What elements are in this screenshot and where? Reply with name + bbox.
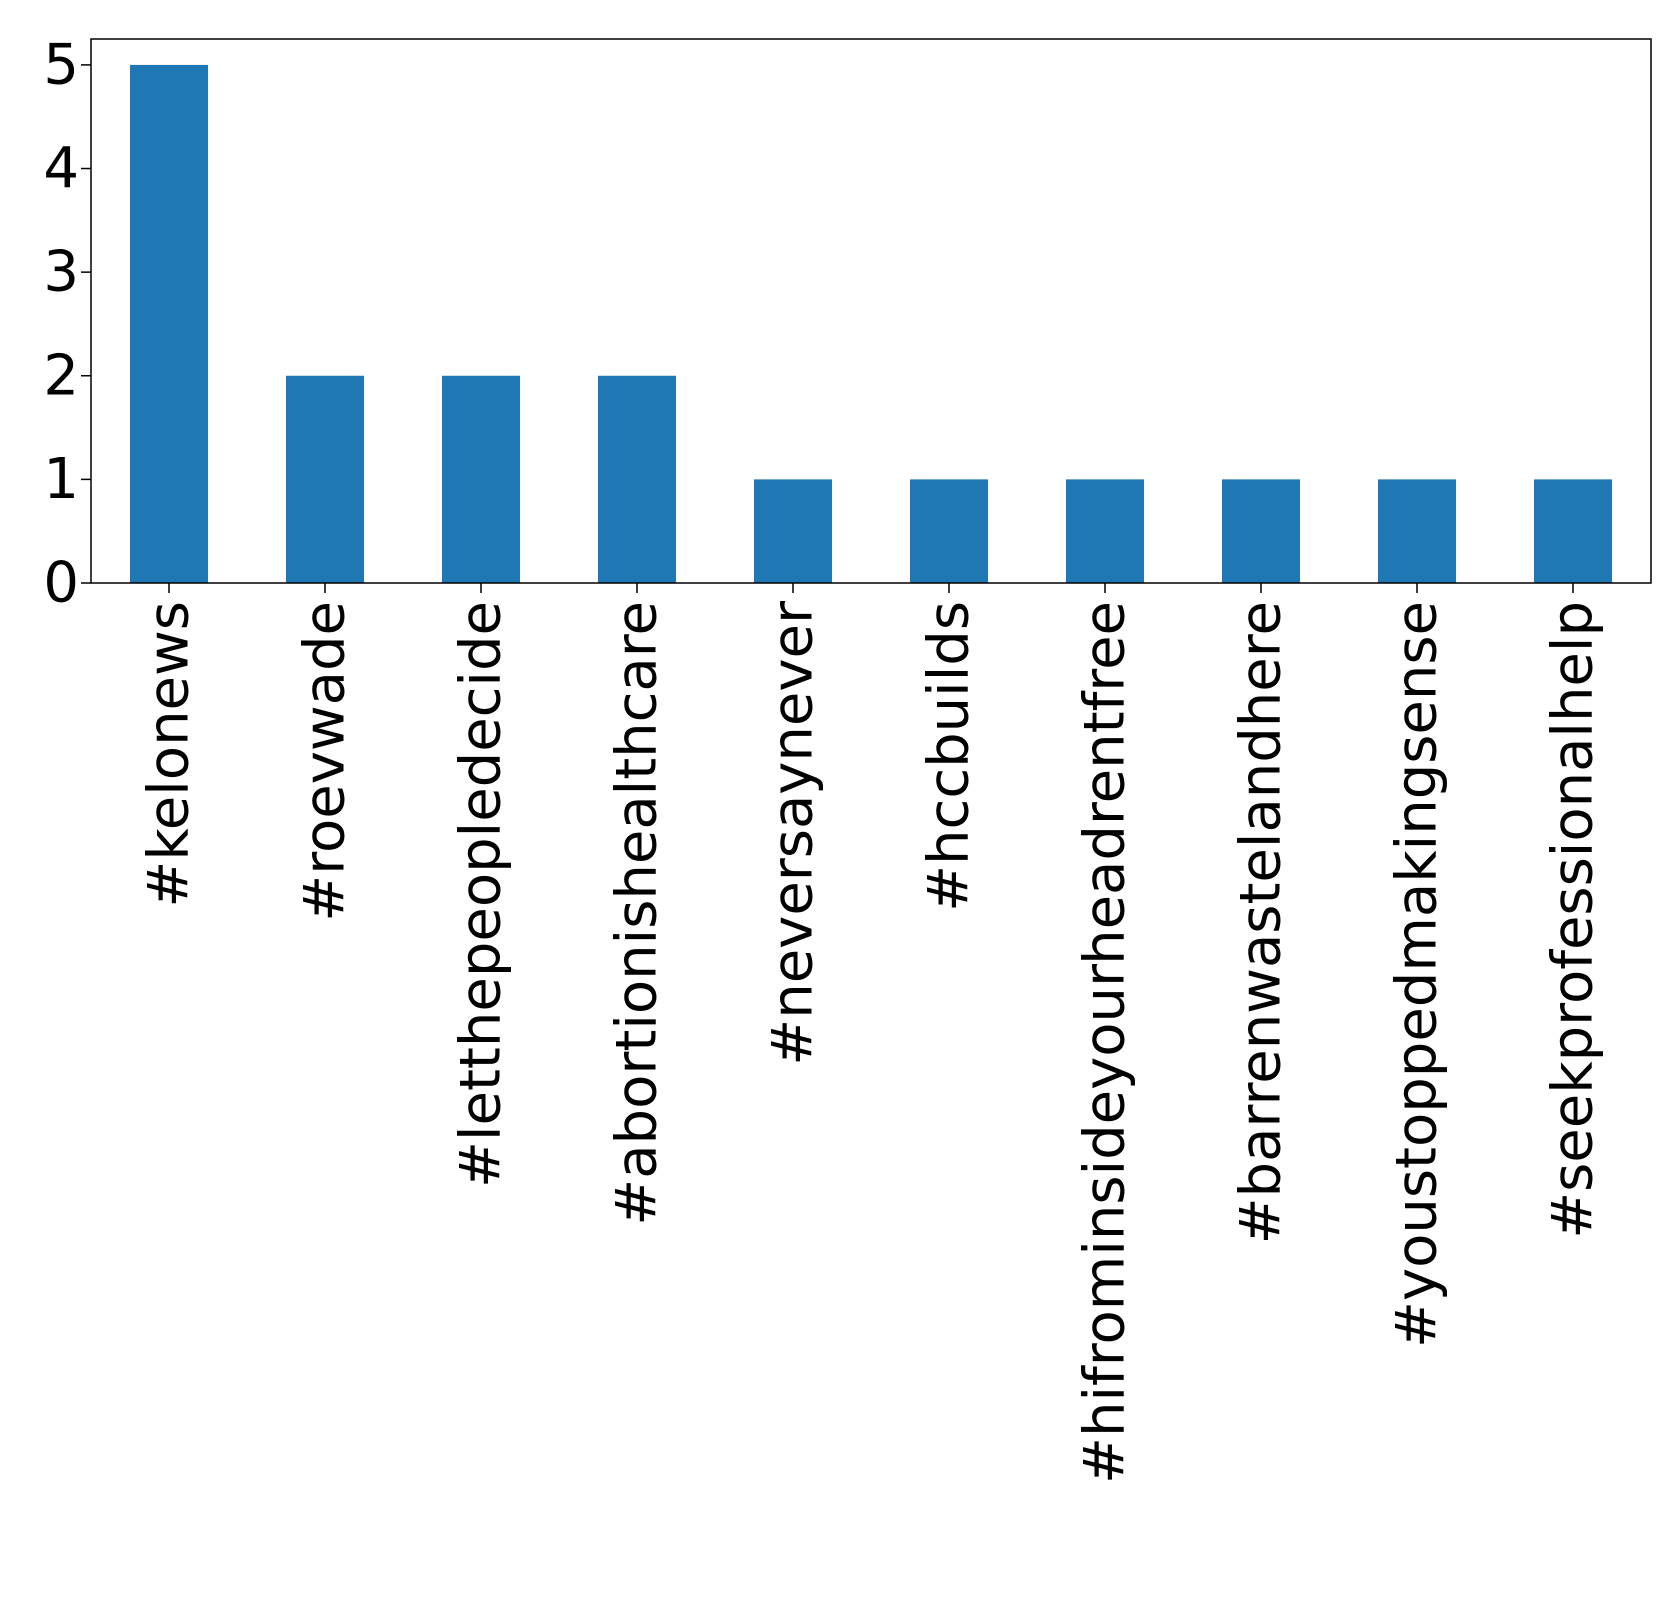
x-tick-label: #seekprofessionalhelp [1541,601,1606,1239]
y-tick-label: 3 [43,240,79,305]
x-tick-label: #barrenwastelandhere [1229,601,1294,1244]
bar-neversaynever [754,479,832,583]
bar-kelonews [130,64,208,583]
y-axis: 0 1 2 3 4 5 [43,32,91,616]
bar-abortionishealthcare [598,375,676,583]
y-tick-label: 0 [43,551,79,616]
x-tick-label: #letthepeopledecide [449,601,514,1188]
y-tick-label: 4 [43,136,79,201]
bar-seekprofessionalhelp [1534,479,1612,583]
y-tick-label: 2 [43,343,79,408]
x-axis: #kelonews #roevwade #letthepeopledecide #ab… [137,583,1606,1484]
bar-youstoppedmakingsense [1378,479,1456,583]
y-tick-label: 1 [43,447,79,512]
bars-group [130,64,1612,583]
x-tick-label: #roevwade [293,601,358,922]
bar-barrenwastelandhere [1222,479,1300,583]
y-tick-label: 5 [43,32,79,97]
plot-frame [90,38,1652,584]
x-tick-label: #youstoppedmakingsense [1385,601,1450,1348]
x-tick-label: #kelonews [137,601,202,908]
bar-hccbuilds [910,479,988,583]
bar-letthepeopledecide [442,375,520,583]
x-tick-label: #abortionishealthcare [605,601,670,1226]
bar-hifrominsideyourheadrentfree [1066,479,1144,583]
x-tick-label: #hccbuilds [917,601,982,912]
x-tick-label: #neversaynever [761,600,826,1066]
bar-roevwade [286,375,364,583]
x-tick-label: #hifrominsideyourheadrentfree [1073,601,1138,1484]
